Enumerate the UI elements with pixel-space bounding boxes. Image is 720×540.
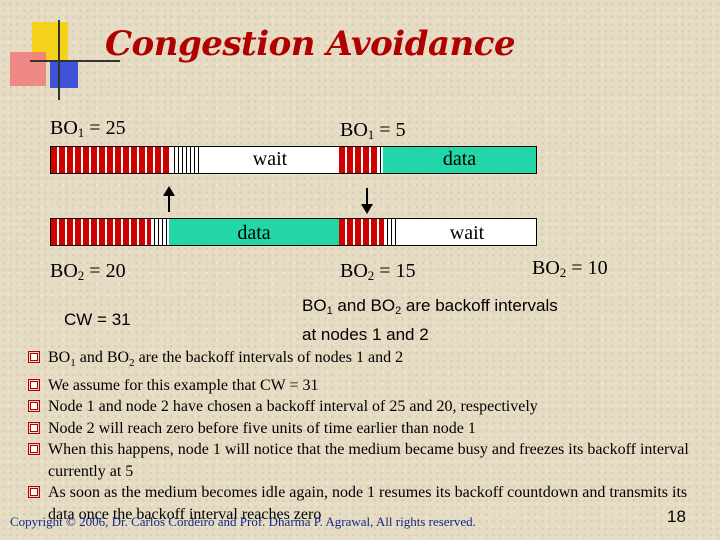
node1-data-segment: data [383,147,536,173]
node2-wait-label: wait [449,222,485,244]
cw-label: CW = 31 [64,310,131,329]
node1-data-label: data [442,148,477,170]
node2-bo-initial: BO2 = 20 [50,260,126,283]
node2-backoff-countdown [51,219,151,245]
node2-resume-ticks [384,219,398,245]
node1-backoff-countdown [51,147,171,173]
bullet-item: Node 2 will reach zero before five units… [28,418,702,440]
bullet-square-icon [28,486,40,499]
node1-wait-label: wait [252,148,288,170]
node2-backoff-ticks [151,219,169,245]
node1-backoff-resume [339,147,377,173]
bullet-square-icon [28,351,40,363]
node2-bo-second: BO2 = 15 [340,260,416,283]
bullet-item: Node 1 and node 2 have chosen a backoff … [28,396,702,418]
bullet-square-icon [28,421,40,434]
bullet-item: We assume for this example that CW = 31 [28,375,702,397]
node2-data-label: data [237,222,271,244]
bullet-list: BO1 and BO2 are the backoff intervals of… [28,347,702,525]
bullet-item: As soon as the medium becomes idle again… [28,482,702,525]
node2-bo-third: BO2 = 10 [532,257,608,280]
bullet-item: When this happens, node 1 will notice th… [28,439,702,482]
bullet-item: BO1 and BO2 are the backoff intervals of… [28,347,702,375]
backoff-note: BO1 and BO2 are backoff intervals at nod… [302,296,558,344]
node2-timeline: data wait [50,218,537,246]
node2-wait-segment: wait [398,219,536,245]
node1-backoff-ticks [171,147,201,173]
page-number: 18 [667,507,686,526]
slide-title: Congestion Avoidance [105,24,516,64]
node2-data-segment: data [169,219,339,245]
bullet-square-icon [28,378,40,391]
node1-resume-ticks [377,147,383,173]
node1-bo-initial: BO1 = 25 [50,117,126,140]
node1-timeline: wait data [50,146,537,174]
node2-backoff-resume [339,219,384,245]
node1-wait-segment: wait [201,147,339,173]
bullet-square-icon [28,400,40,413]
bullet-square-icon [28,443,40,456]
node1-bo-frozen: BO1 = 5 [340,119,406,142]
copyright-footer: Copyright © 2006, Dr. Carlos Cordeiro an… [10,514,476,529]
